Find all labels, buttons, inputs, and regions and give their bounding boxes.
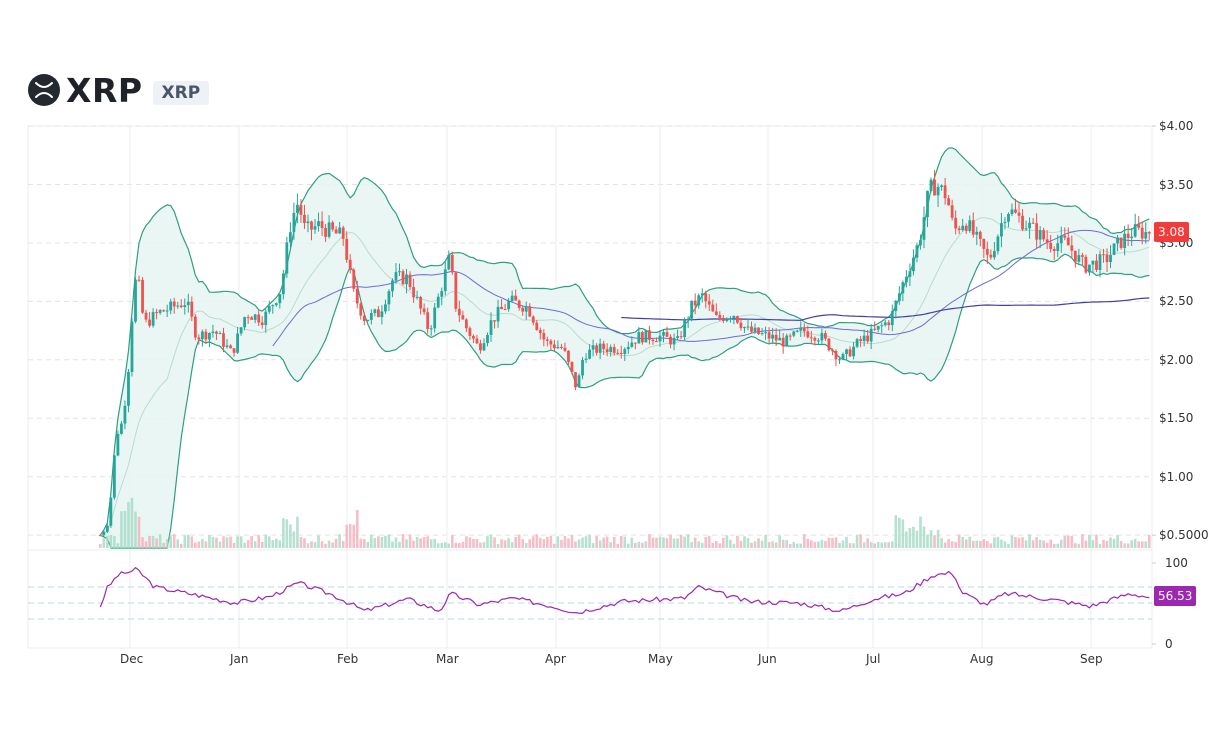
rsi-tick: 100 [1165, 556, 1188, 570]
x-tick-jan: Jan [229, 652, 249, 666]
moving-averages [272, 229, 1150, 347]
volume-bars [99, 497, 1151, 548]
x-tick-may: May [648, 652, 673, 666]
x-tick-jul: Jul [865, 652, 880, 666]
price-tick: $0.5000 [1159, 528, 1209, 542]
price-tick: $2.50 [1159, 294, 1193, 308]
rsi-value-badge: 56.53 [1154, 586, 1197, 606]
chart-axes: $4.00 $3.50 $3.00 $2.50 $2.00 $1.50 $1.0… [120, 119, 1209, 666]
rsi-panel [99, 566, 1150, 615]
x-tick-aug: Aug [970, 652, 993, 666]
asset-title: XRP [66, 70, 143, 110]
price-tick: $3.50 [1159, 178, 1193, 192]
x-tick-jun: Jun [757, 652, 777, 666]
x-tick-mar: Mar [436, 652, 459, 666]
price-tick: $1.00 [1159, 470, 1193, 484]
price-tick: $1.50 [1159, 411, 1193, 425]
x-tick-dec: Dec [120, 652, 143, 666]
x-tick-feb: Feb [337, 652, 358, 666]
xrp-logo-icon [28, 74, 60, 106]
x-tick-apr: Apr [545, 652, 566, 666]
rsi-tick: 0 [1165, 637, 1173, 651]
candlesticks [98, 169, 1151, 537]
asset-symbol-badge: XRP [152, 81, 210, 105]
price-tick: $4.00 [1159, 119, 1193, 133]
price-tick: $2.00 [1159, 353, 1193, 367]
last-price-badge: 3.08 [1154, 222, 1189, 242]
asset-header: XRP XRP [28, 70, 210, 110]
x-tick-sep: Sep [1080, 652, 1103, 666]
